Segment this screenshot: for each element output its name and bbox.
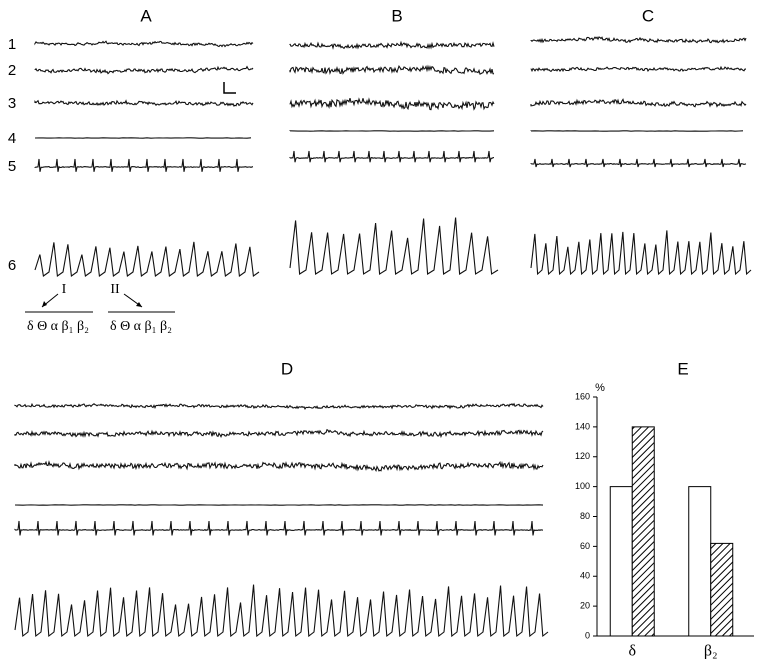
trace	[531, 67, 746, 71]
trace	[290, 42, 494, 48]
x-tick-label: β₂	[704, 643, 718, 660]
trace	[531, 230, 751, 274]
trace	[290, 151, 494, 162]
band-labels: δ Θ α β₁ β₂	[110, 319, 172, 334]
trace	[15, 430, 543, 437]
trace-label: 2	[8, 62, 16, 79]
trace	[15, 521, 543, 535]
trace	[531, 159, 746, 167]
trace-label: 6	[8, 257, 16, 274]
group-label: II	[110, 282, 120, 297]
y-tick-label: 120	[575, 451, 590, 461]
y-tick-label: 80	[580, 511, 590, 521]
panel-label: C	[642, 6, 654, 25]
trace	[531, 99, 746, 106]
trace-label: 4	[8, 130, 16, 147]
bar	[689, 487, 711, 636]
y-tick-label: 60	[580, 541, 590, 551]
panel-label: D	[281, 359, 293, 378]
chart-title: E	[677, 359, 688, 378]
panel-label: B	[391, 6, 402, 25]
trace	[531, 37, 746, 43]
y-tick-label: 40	[580, 571, 590, 581]
panel-label: A	[140, 6, 152, 25]
trace	[35, 101, 253, 106]
trace	[35, 242, 259, 276]
trace	[35, 67, 253, 74]
y-tick-label: 160	[575, 391, 590, 401]
trace	[35, 159, 253, 172]
trace	[15, 462, 543, 471]
trace-label: 1	[8, 36, 16, 53]
bar	[610, 487, 632, 636]
y-tick-label: 0	[585, 630, 590, 640]
trace	[290, 98, 494, 110]
group-label: I	[62, 282, 67, 297]
bar-chart: E% 0 20 40 60 80 100 120 140 160 δ β₂	[575, 359, 754, 659]
trace	[290, 66, 494, 74]
x-tick-label: δ	[628, 643, 636, 660]
trace	[290, 218, 498, 275]
bar	[711, 543, 733, 636]
band-labels: δ Θ α β₁ β₂	[27, 319, 89, 334]
y-tick-label: 140	[575, 421, 590, 431]
trace-label: 3	[8, 95, 16, 112]
scale-bar	[224, 82, 236, 93]
trace	[35, 41, 253, 46]
y-tick-label: 100	[575, 481, 590, 491]
bar	[632, 427, 654, 636]
arrow-head	[42, 301, 47, 307]
trace	[15, 585, 548, 636]
y-axis-label: %	[595, 382, 605, 394]
y-tick-label: 20	[580, 601, 590, 611]
trace-label: 5	[8, 158, 16, 175]
trace	[15, 404, 543, 409]
